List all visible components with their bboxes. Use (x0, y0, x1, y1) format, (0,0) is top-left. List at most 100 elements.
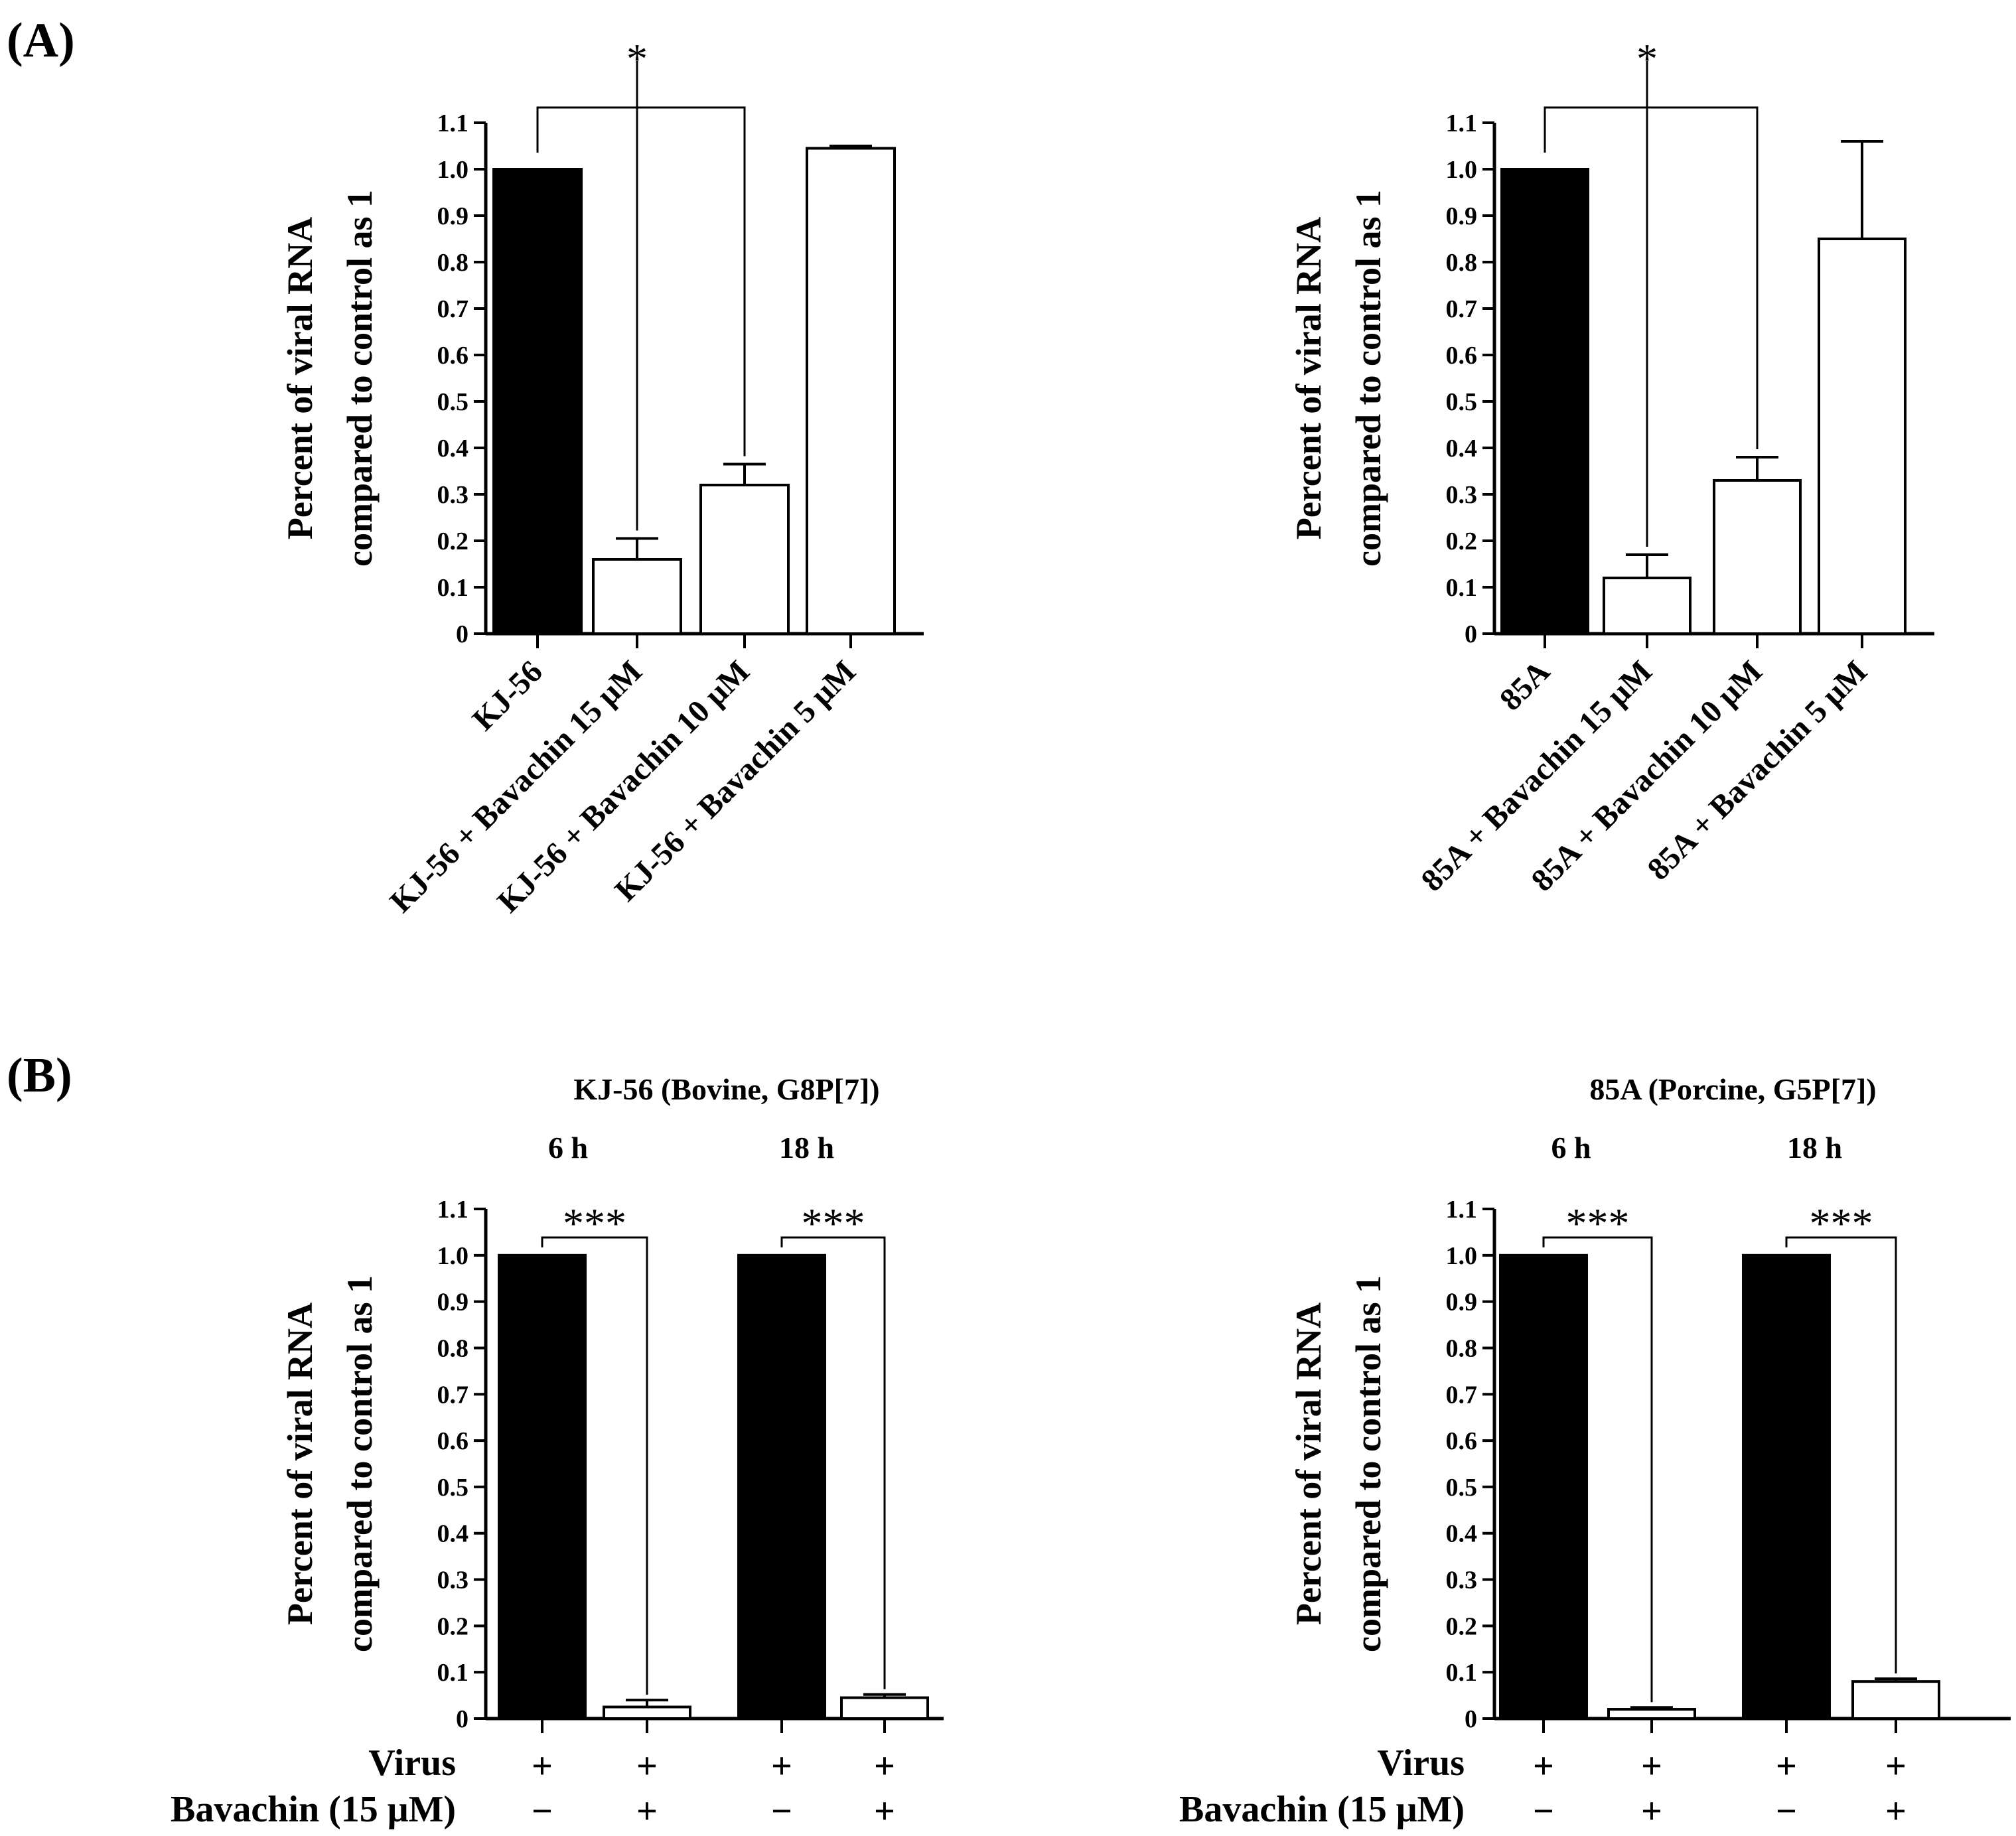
y-tick-label: 1.0 (1446, 156, 1478, 184)
chart-A-left: 0 0.1 0.2 0.3 0.4 0.5 0.6 0.7 0.8 0.9 1.0 1.1 Percen… (280, 35, 924, 920)
virus-sign: + (874, 1746, 895, 1787)
y-tick-label: 0.5 (1446, 388, 1478, 416)
y-tick-label: 0.6 (437, 342, 469, 370)
y-tick-label: 1.0 (437, 1242, 469, 1270)
bar (806, 147, 896, 635)
significance-bracket (536, 106, 746, 457)
significance-bracket (1542, 1236, 1653, 1703)
virus-sign: + (532, 1746, 553, 1787)
bar (840, 1696, 929, 1720)
bar (1818, 238, 1907, 635)
bavachin-sign: + (874, 1791, 895, 1832)
y-tick-label: 0 (1465, 1705, 1477, 1733)
time-group-label: 18 h (1787, 1131, 1842, 1165)
y-tick-label: 0.3 (1446, 1567, 1478, 1594)
y-tick-label: 0.7 (1446, 295, 1478, 323)
y-tick-label: 0.8 (1446, 249, 1478, 277)
y-axis-title: Percent of viral RNA compared to control … (280, 1275, 380, 1652)
y-tick-label: 0.1 (1446, 1659, 1478, 1687)
chart-title: 85A (Porcine, G5P[7]) (1589, 1072, 1876, 1106)
bavachin-sign: − (1533, 1791, 1554, 1832)
bavachin-sign: + (1641, 1791, 1662, 1832)
y-tick-label: 1.0 (437, 156, 469, 184)
bar (492, 168, 583, 635)
y-tick-label: 0.2 (437, 1612, 469, 1640)
y-tick-label: 0.1 (437, 1659, 469, 1687)
chart-B-right: 0 0.1 0.2 0.3 0.4 0.5 0.6 0.7 0.8 0.9 1.0 1.1 Percen… (1179, 1072, 2011, 1832)
significance-label: *** (1566, 1200, 1630, 1247)
virus-sign: + (1641, 1746, 1662, 1787)
y-tick-label: 0.3 (1446, 481, 1478, 509)
bar (1851, 1680, 1940, 1721)
y-tick-label: 0.9 (1446, 202, 1478, 230)
bar (1742, 1253, 1831, 1721)
chart-A-right: 0 0.1 0.2 0.3 0.4 0.5 0.6 0.7 0.8 0.9 1.0 1.1 Percen… (1289, 35, 1934, 898)
y-tick-label: 0.7 (437, 1381, 469, 1409)
y-tick-label: 0.8 (437, 249, 469, 277)
bar (498, 1253, 587, 1721)
time-group-label: 18 h (779, 1131, 834, 1165)
y-axis-title-line: compared to control as 1 (340, 1275, 380, 1652)
y-tick-label: 0.5 (1446, 1474, 1478, 1502)
significance-bracket (1544, 106, 1759, 449)
significance-bracket (780, 1236, 886, 1689)
chart-B-left: 0 0.1 0.2 0.3 0.4 0.5 0.6 0.7 0.8 0.9 1.0 1.1 Percen… (171, 1072, 944, 1832)
y-axis-title-line: Percent of viral RNA (1289, 217, 1329, 539)
y-tick-label: 0.9 (437, 202, 469, 230)
y-tick-label: 1.1 (1446, 109, 1478, 137)
y-tick-label: 0.2 (437, 528, 469, 555)
panel-label-b: (B) (7, 1048, 72, 1103)
y-axis-title-line: compared to control as 1 (1348, 1275, 1388, 1652)
bar (603, 1705, 691, 1720)
significance-label: * (1636, 35, 1658, 82)
time-group-label: 6 h (548, 1131, 588, 1165)
y-tick-label: 0.8 (437, 1334, 469, 1362)
y-tick-label: 0.6 (1446, 1427, 1478, 1455)
bar (1499, 1253, 1588, 1721)
category-label: KJ-56 (466, 654, 549, 737)
y-axis-title-line: Percent of viral RNA (280, 1303, 320, 1625)
bavachin-sign: − (532, 1791, 553, 1832)
y-tick-label: 1.1 (1446, 1196, 1478, 1224)
row-label-virus: Virus (368, 1742, 456, 1784)
y-tick-label: 0.3 (437, 481, 469, 509)
row-label-bavachin: Bavachin (15 μM) (171, 1789, 456, 1830)
bar (1500, 168, 1589, 635)
bavachin-sign: + (1885, 1791, 1907, 1832)
y-tick-label: 0.2 (1446, 1612, 1478, 1640)
y-tick-label: 0 (1465, 620, 1477, 648)
y-tick-label: 0.4 (437, 435, 469, 462)
y-tick-label: 0 (456, 1705, 468, 1733)
y-tick-label: 0.1 (437, 574, 469, 602)
bar (737, 1253, 826, 1721)
bar (1603, 577, 1692, 635)
bar (699, 484, 790, 635)
virus-sign: + (771, 1746, 792, 1787)
y-tick-label: 0.7 (437, 295, 469, 323)
y-tick-label: 0.5 (437, 388, 469, 416)
panel-label-a: (A) (7, 13, 75, 68)
category-label: 85A (1493, 654, 1557, 717)
significance-bracket (541, 1236, 648, 1695)
bavachin-sign: − (771, 1791, 792, 1832)
bavachin-sign: − (1776, 1791, 1797, 1832)
y-axis-title-line: Percent of viral RNA (1289, 1303, 1329, 1625)
y-tick-label: 0.5 (437, 1474, 469, 1502)
significance-label: *** (563, 1200, 626, 1247)
y-tick-label: 0.7 (1446, 1381, 1478, 1409)
y-tick-label: 1.0 (1446, 1242, 1478, 1270)
significance-label: *** (1810, 1200, 1873, 1247)
y-tick-label: 0.4 (1446, 1520, 1478, 1548)
y-tick-label: 1.1 (437, 109, 469, 137)
y-tick-label: 0.9 (1446, 1289, 1478, 1316)
y-axis-title: Percent of viral RNA compared to control … (280, 190, 380, 567)
y-tick-label: 0.1 (1446, 574, 1478, 602)
y-axis-title-line: compared to control as 1 (340, 190, 380, 567)
y-axis-title-line: Percent of viral RNA (280, 217, 320, 539)
significance-label: *** (802, 1200, 865, 1247)
bar (592, 558, 682, 635)
significance-label: * (626, 35, 648, 82)
virus-sign: + (1885, 1746, 1907, 1787)
bar (1713, 479, 1802, 635)
